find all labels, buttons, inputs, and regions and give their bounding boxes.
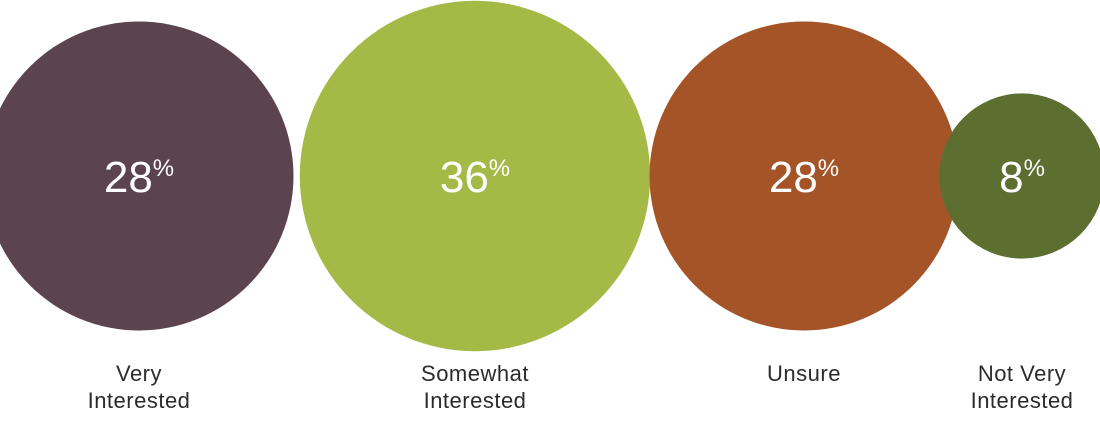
bubble-value-label: 36% (440, 153, 510, 202)
bubble-circle (299, 0, 651, 352)
bubble-circle (0, 21, 294, 331)
bubble-0: 28% Very Interested (0, 21, 294, 413)
bubble-circle (649, 21, 959, 331)
bubble-circle (939, 93, 1100, 259)
category-label: Not Very Interested (971, 361, 1074, 413)
bubble-value-label: 28% (104, 153, 174, 202)
bubble-2: 28% Unsure (649, 21, 959, 386)
bubble-3: 8% Not Very Interested (939, 93, 1100, 413)
category-label: Very Interested (88, 361, 191, 413)
category-label: Somewhat Interested (421, 361, 529, 413)
bubble-1: 36% Somewhat Interested (299, 0, 651, 413)
bubble-value-label: 28% (769, 153, 839, 202)
category-label: Unsure (767, 361, 841, 386)
bubble-value-label: 8% (999, 153, 1045, 202)
